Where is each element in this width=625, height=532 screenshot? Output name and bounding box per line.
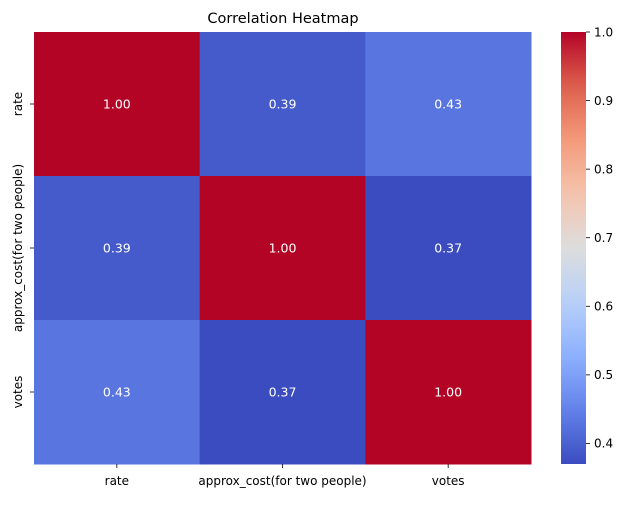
heatmap-cell-0-0 (34, 32, 201, 177)
heatmap-cell-1-2 (365, 176, 532, 321)
colorbar-tick-label: 0.7 (594, 231, 613, 245)
colorbar: 0.4 0.5 0.6 0.7 0.8 0.9 1.0 (561, 25, 613, 464)
colorbar-tick-label: 1.0 (594, 25, 613, 39)
chart-title: Correlation Heatmap (207, 11, 358, 27)
colorbar-tick-label: 0.4 (594, 437, 613, 451)
cell-annotation-0-0: 1.00 (103, 97, 131, 112)
cell-annotation-1-0: 0.39 (103, 241, 131, 256)
cell-annotation-2-2: 1.00 (434, 385, 462, 400)
x-axis: rate approx_cost(for two people) votes (105, 464, 465, 488)
y-tick-label: approx_cost(for two people) (11, 164, 25, 332)
colorbar-tick-label: 0.8 (594, 162, 613, 176)
x-tick-label: approx_cost(for two people) (198, 474, 366, 488)
heatmap-cell-0-1 (199, 32, 366, 177)
heatmap-cell-2-1 (199, 320, 366, 465)
cell-annotation-2-1: 0.37 (269, 385, 297, 400)
y-tick-label: rate (11, 92, 25, 116)
colorbar-tick-label: 0.9 (594, 94, 613, 108)
cell-annotation-2-0: 0.43 (103, 385, 131, 400)
y-axis: rate approx_cost(for two people) votes (11, 92, 34, 409)
cell-annotation-1-2: 0.37 (434, 241, 462, 256)
colorbar-tick-label: 0.6 (594, 300, 613, 314)
x-tick-label: votes (432, 474, 465, 488)
heatmap-cell-1-0 (34, 176, 201, 321)
heatmap-cell-0-2 (365, 32, 532, 177)
heatmap-cell-1-1 (199, 176, 366, 321)
heatmap-cells (34, 32, 532, 465)
colorbar-gradient (561, 32, 586, 464)
heatmap-cell-2-0 (34, 320, 201, 465)
colorbar-tick-label: 0.5 (594, 368, 613, 382)
cell-annotation-1-1: 1.00 (269, 241, 297, 256)
heatmap-annotations: 1.00 0.39 0.43 0.39 1.00 0.37 0.43 0.37 1.00 (103, 97, 462, 400)
y-tick-label: votes (11, 376, 25, 409)
cell-annotation-0-1: 0.39 (269, 97, 297, 112)
x-tick-label: rate (105, 474, 129, 488)
cell-annotation-0-2: 0.43 (434, 97, 462, 112)
heatmap-cell-2-2 (365, 320, 532, 465)
